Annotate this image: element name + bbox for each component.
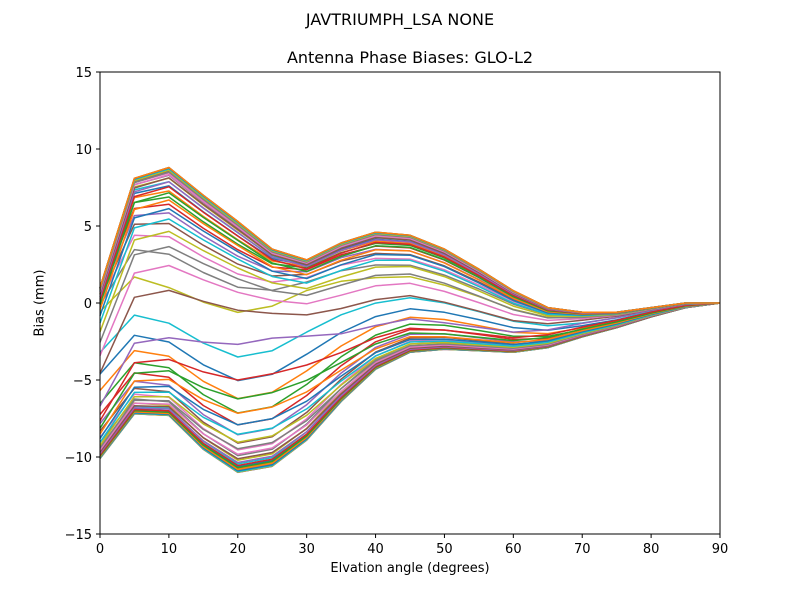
data-series-line xyxy=(99,166,720,313)
y-tick-label: −15 xyxy=(65,528,92,543)
x-tick-label: 30 xyxy=(298,542,315,557)
y-tick-label: 0 xyxy=(84,297,92,312)
y-tick-label: 15 xyxy=(75,66,92,81)
y-tick-label: 10 xyxy=(75,143,92,158)
x-tick-label: 20 xyxy=(230,542,247,557)
x-tick-label: 40 xyxy=(367,542,384,557)
y-axis-ticks: 15 10 5 0 −5 −10 −15 xyxy=(65,66,100,543)
x-tick-label: 10 xyxy=(161,542,178,557)
data-series-line xyxy=(99,302,721,429)
x-tick-label: 80 xyxy=(643,542,660,557)
x-tick-label: 60 xyxy=(505,542,522,557)
x-tick-label: 70 xyxy=(574,542,591,557)
data-series-line xyxy=(99,302,721,440)
data-series-line xyxy=(99,302,721,422)
data-series-line xyxy=(99,302,721,467)
data-series-line xyxy=(99,289,721,374)
data-series-line xyxy=(99,207,721,316)
figure-suptitle: JAVTRIUMPH_LSA NONE xyxy=(305,10,495,29)
x-tick-label: 90 xyxy=(712,542,729,557)
chart-title: Antenna Phase Biases: GLO-L2 xyxy=(286,48,534,67)
y-tick-label: −10 xyxy=(65,451,92,466)
data-series-line xyxy=(99,302,721,407)
y-tick-label: 5 xyxy=(84,220,92,235)
x-axis-label: Elvation angle (degrees) xyxy=(330,561,490,576)
x-tick-label: 50 xyxy=(436,542,453,557)
data-series-group xyxy=(99,166,721,474)
data-series-line xyxy=(99,302,721,435)
y-tick-label: −5 xyxy=(73,374,92,389)
plot-frame xyxy=(99,71,721,535)
data-series-line xyxy=(99,212,721,316)
x-axis-ticks: 0 10 20 30 40 50 60 70 80 90 xyxy=(96,534,728,557)
x-tick-label: 0 xyxy=(96,542,104,557)
